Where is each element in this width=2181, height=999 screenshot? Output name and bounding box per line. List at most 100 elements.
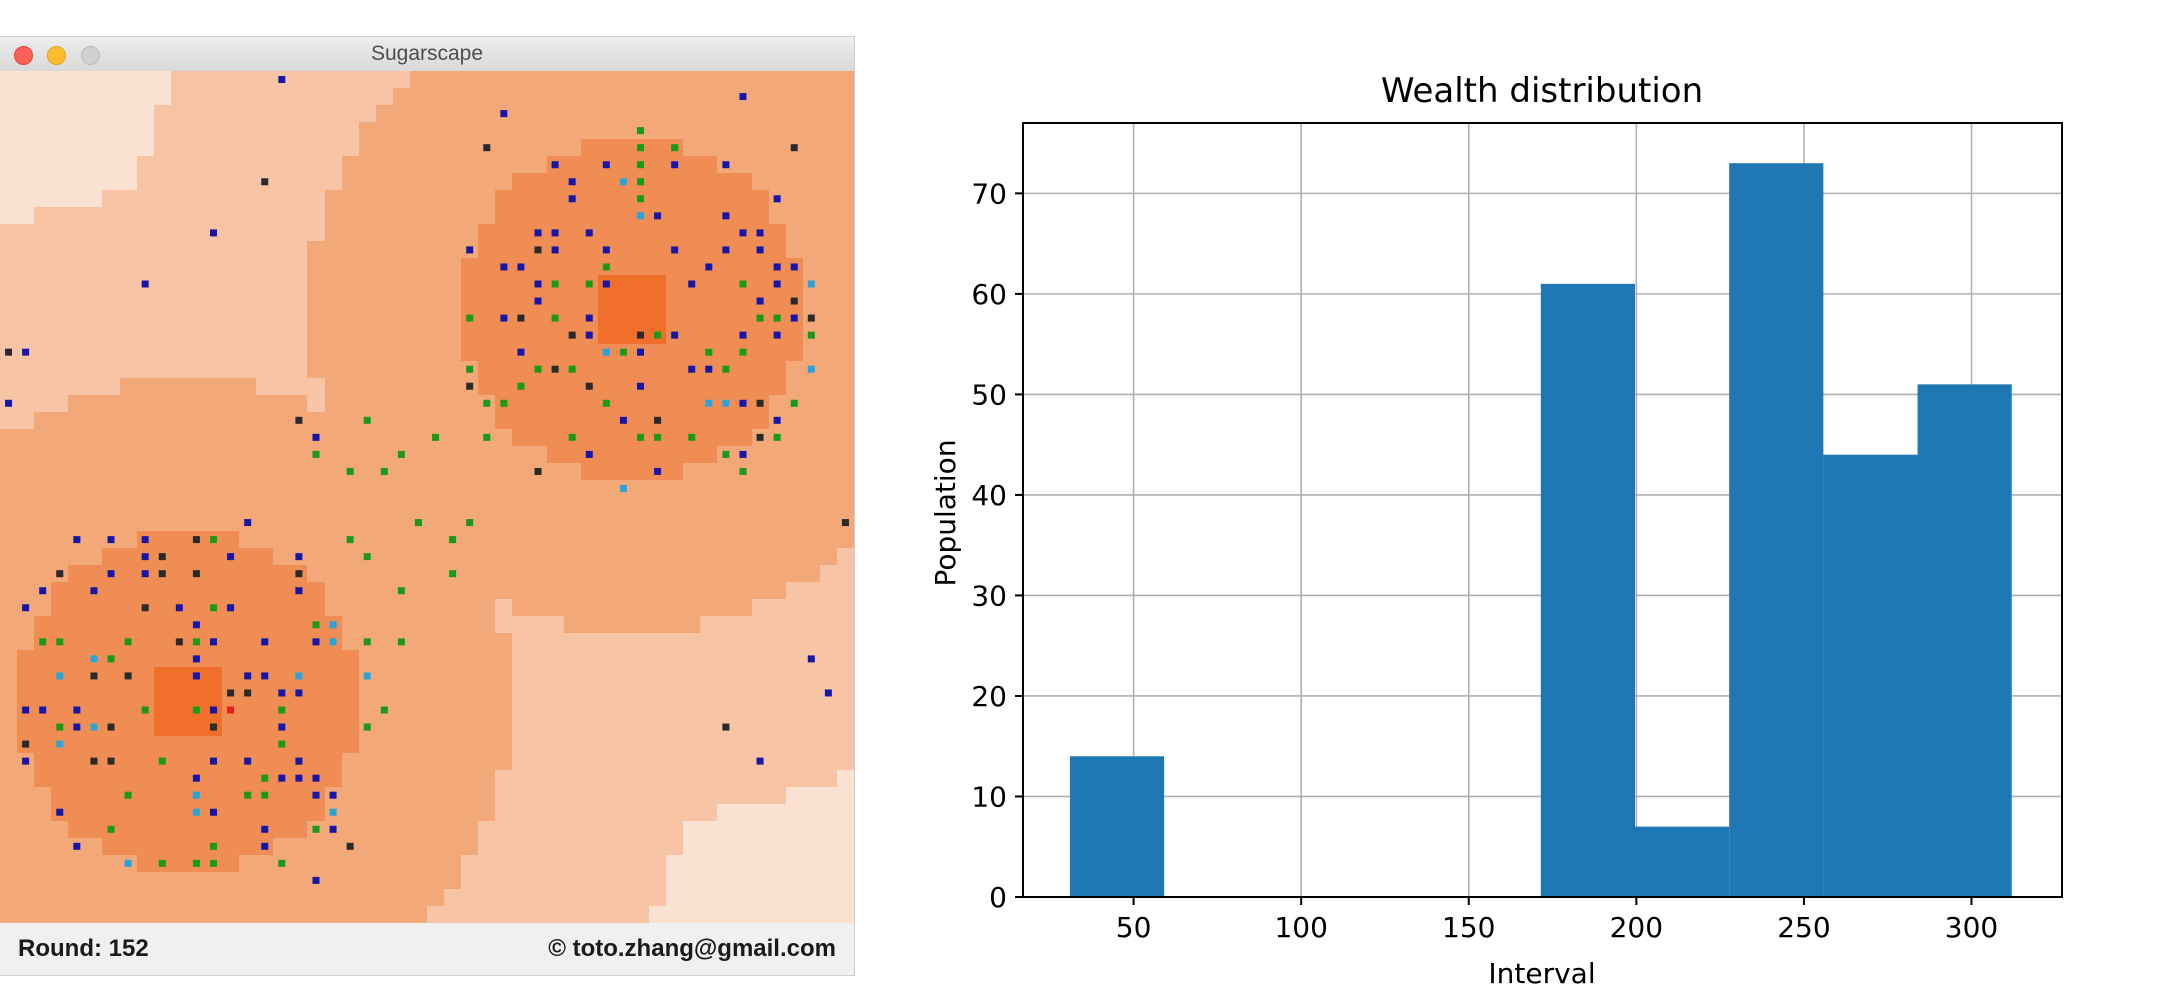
sugar-cell: [769, 872, 786, 889]
sugar-cell: [615, 241, 632, 258]
agent: [585, 450, 593, 458]
sugar-cell: [581, 429, 598, 446]
agent: [654, 331, 662, 339]
sugar-cell: [495, 531, 512, 548]
minimize-icon[interactable]: [47, 46, 66, 65]
sugar-cell: [478, 889, 495, 906]
sugar-cell: [717, 224, 734, 241]
agent: [22, 706, 30, 714]
sugar-cell: [717, 650, 734, 667]
sugar-cell: [154, 463, 171, 480]
close-icon[interactable]: [14, 46, 33, 65]
sugar-cell: [68, 173, 85, 190]
sugar-cell: [0, 514, 17, 531]
sugar-cell: [512, 616, 529, 633]
sugar-cell: [803, 395, 820, 412]
sugar-cell: [512, 122, 529, 139]
sugar-cell: [393, 139, 410, 156]
sugar-cell: [68, 224, 85, 241]
sugar-cell: [222, 105, 239, 122]
sugar-cell: [752, 514, 769, 531]
sugar-cell: [222, 480, 239, 497]
sugar-cell: [529, 412, 547, 429]
sugar-cell: [769, 548, 786, 565]
title-bar[interactable]: Sugarscape: [0, 37, 854, 72]
histogram-bar: [1917, 384, 2012, 897]
agent: [602, 280, 610, 288]
sugar-cell: [0, 872, 17, 889]
sugar-cell: [444, 293, 461, 310]
sugar-cell: [581, 787, 598, 804]
sugar-cell: [0, 463, 17, 480]
sugar-cell: [290, 446, 307, 463]
agent: [56, 570, 64, 578]
sugar-cell: [649, 684, 666, 701]
sugar-cell: [102, 105, 120, 122]
y-tick-label: 30: [971, 579, 1007, 612]
zoom-icon[interactable]: [81, 46, 100, 65]
window-title: Sugarscape: [370, 42, 484, 65]
sugar-cell: [290, 122, 307, 139]
sugar-cell: [68, 71, 85, 88]
sugar-cell: [666, 599, 683, 616]
sugar-cell: [0, 719, 17, 736]
sugar-cell: [564, 872, 581, 889]
sugar-cell: [359, 122, 376, 139]
sugar-cell: [359, 310, 376, 327]
sugar-cell: [564, 395, 581, 412]
sugar-cell: [410, 139, 427, 156]
sugar-cell: [205, 446, 222, 463]
sugar-cell: [222, 889, 239, 906]
sugar-cell: [820, 190, 837, 207]
sugar-cell: [290, 838, 307, 855]
sugar-cell: [85, 633, 102, 650]
sugar-cell: [154, 395, 171, 412]
sugar-cell: [512, 207, 529, 224]
agent: [739, 348, 747, 356]
agent: [500, 399, 508, 407]
sugar-cell: [752, 889, 769, 906]
sugar-cell: [376, 258, 393, 275]
agent: [22, 757, 30, 765]
sugar-cell: [239, 855, 256, 872]
sugar-cell: [444, 395, 461, 412]
sugar-cell: [154, 872, 171, 889]
sugar-cell: [393, 565, 410, 582]
agent: [500, 263, 508, 271]
sugar-cell: [0, 224, 17, 241]
sugar-cell: [581, 71, 598, 88]
agent: [722, 399, 730, 407]
sugar-cell: [615, 599, 632, 616]
sugar-cell: [632, 531, 649, 548]
sugar-cell: [85, 190, 102, 207]
sugar-cell: [837, 787, 854, 804]
sugar-cell: [461, 156, 478, 173]
agent: [551, 229, 559, 237]
sugar-cell: [632, 872, 649, 889]
sugar-cell: [820, 71, 837, 88]
sugar-cell: [376, 582, 393, 599]
sugar-cell: [666, 173, 683, 190]
sugar-cell: [34, 122, 51, 139]
agent: [363, 723, 371, 731]
sugar-cell: [0, 139, 17, 156]
agent: [244, 689, 252, 697]
sugar-cell: [786, 548, 803, 565]
sugar-cell: [632, 310, 649, 327]
sugar-cell: [734, 770, 752, 787]
agent: [688, 433, 696, 441]
sugar-cell: [239, 310, 256, 327]
sugar-cell: [393, 71, 410, 88]
sugar-cell: [205, 105, 222, 122]
sugar-cell: [752, 650, 769, 667]
sugar-cell: [393, 855, 410, 872]
sugar-cell: [786, 224, 803, 241]
sugar-cell: [461, 667, 478, 684]
sugar-cell: [34, 446, 51, 463]
sugar-cell: [102, 872, 120, 889]
sugar-cell: [495, 361, 512, 378]
sugar-cell: [290, 872, 307, 889]
sugar-cell: [581, 173, 598, 190]
sugar-cell: [273, 293, 290, 310]
agent: [551, 365, 559, 373]
